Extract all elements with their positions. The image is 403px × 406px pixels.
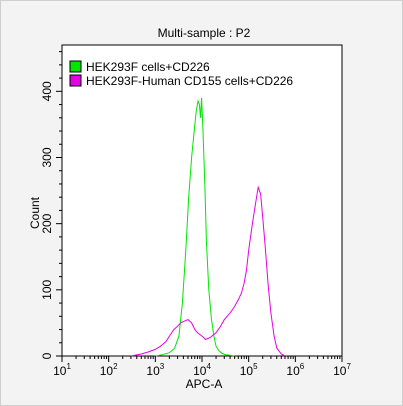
x-tick-label: 104 [193, 362, 211, 378]
chart-title: Multi-sample : P2 [158, 26, 251, 40]
x-tick-label: 106 [286, 362, 304, 378]
legend-label-hek293f: HEK293F cells+CD226 [86, 60, 210, 74]
y-tick-label: 400 [40, 81, 54, 101]
y-tick-label: 200 [40, 213, 54, 233]
series-line-2 [130, 185, 286, 357]
x-tick-label: 102 [100, 362, 118, 378]
x-axis-label: APC-A [186, 377, 223, 391]
series-line-1 [155, 97, 235, 357]
legend-swatch-green [69, 60, 82, 73]
x-tick-label: 105 [240, 362, 258, 378]
legend: HEK293F cells+CD226 HEK293F-Human CD155 … [69, 60, 293, 88]
legend-swatch-magenta [69, 74, 82, 87]
x-tick-label: 107 [333, 362, 351, 378]
y-tick-label: 300 [40, 147, 54, 167]
series-layer [130, 97, 286, 357]
y-tick-label: 0 [40, 352, 54, 359]
x-tick-label: 101 [53, 362, 71, 378]
y-tick-label: 100 [40, 279, 54, 299]
y-axis-label: Count [28, 196, 42, 229]
x-tick-label: 103 [146, 362, 164, 378]
legend-label-hek293f-cd155: HEK293F-Human CD155 cells+CD226 [86, 74, 293, 88]
plot-area [61, 44, 343, 357]
